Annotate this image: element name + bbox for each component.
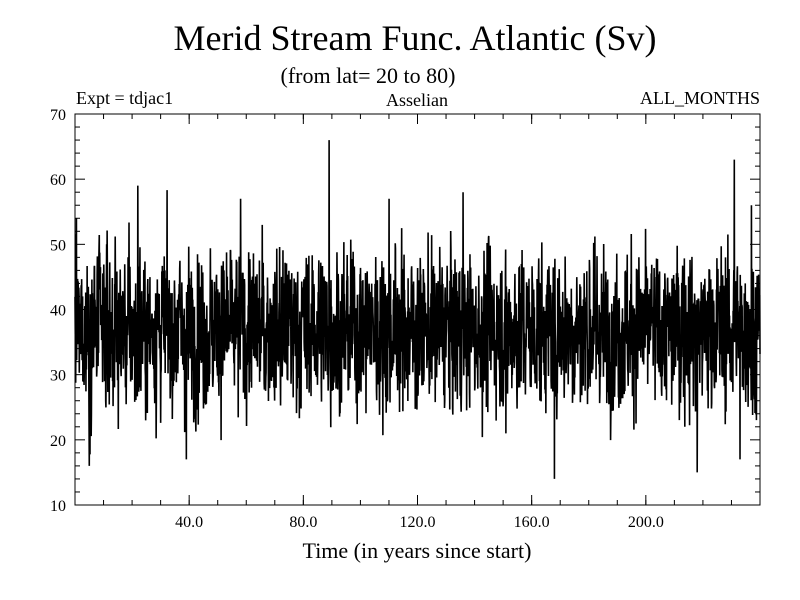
axes-group: 40.0 80.0 120.0 160.0 200.0 10 20 30 40 50 60 70 bbox=[50, 107, 761, 531]
y-tick-label: 30 bbox=[50, 368, 66, 385]
series-group bbox=[74, 140, 761, 479]
x-tick-label: 80.0 bbox=[289, 514, 317, 531]
x-tick-label: 200.0 bbox=[628, 514, 664, 531]
x-tick-label: 40.0 bbox=[175, 514, 203, 531]
y-tick-label: 40 bbox=[50, 303, 66, 320]
months-label: ALL_MONTHS bbox=[640, 88, 760, 108]
scheme-label: Asselian bbox=[386, 90, 448, 110]
chart-subtitle: (from lat= 20 to 80) bbox=[281, 63, 456, 88]
series-line bbox=[74, 140, 761, 479]
y-tick-label: 60 bbox=[50, 172, 66, 189]
y-tick-label: 20 bbox=[50, 433, 66, 450]
x-tick-label: 160.0 bbox=[514, 514, 550, 531]
x-axis-label: Time (in years since start) bbox=[303, 538, 532, 563]
y-tick-label: 70 bbox=[50, 107, 66, 124]
experiment-label: Expt = tdjac1 bbox=[76, 88, 173, 108]
y-tick-label: 10 bbox=[50, 498, 66, 515]
chart-title: Merid Stream Func. Atlantic (Sv) bbox=[174, 18, 657, 58]
x-tick-label: 120.0 bbox=[400, 514, 436, 531]
y-tick-label: 50 bbox=[50, 237, 66, 254]
